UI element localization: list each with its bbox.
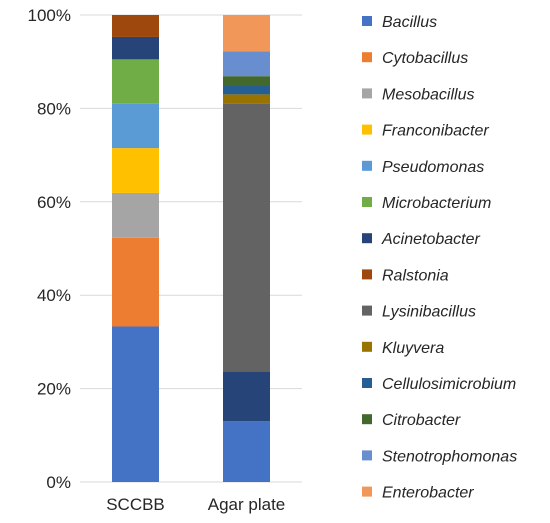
- legend-item: Cellulosimicrobium: [362, 376, 516, 393]
- bar-segment: [223, 421, 270, 482]
- legend-swatch: [362, 450, 372, 461]
- y-tick-label: 60%: [37, 193, 71, 212]
- legend-swatch: [362, 486, 372, 497]
- bar-segment: [112, 192, 159, 238]
- legend-label: Cytobacillus: [382, 50, 468, 67]
- legend-swatch: [362, 197, 372, 207]
- legend-label: Enterobacter: [382, 485, 474, 502]
- legend-swatch: [362, 88, 372, 99]
- legend-swatch: [362, 16, 372, 26]
- legend-item: Cytobacillus: [362, 50, 468, 67]
- bar-segment: [223, 371, 270, 422]
- y-axis-tick-labels: 0% 20% 40% 60% 80% 100%: [28, 6, 71, 492]
- legend-label: Cellulosimicrobium: [382, 376, 516, 393]
- legend-label: Acinetobacter: [381, 231, 481, 248]
- legend-label: Lysinibacillus: [382, 304, 476, 321]
- legend-item: Enterobacter: [362, 485, 474, 502]
- x-axis-category-labels: SCCBB Agar plate: [106, 495, 285, 514]
- legend-label: Stenotrophomonas: [382, 448, 517, 465]
- legend-swatch: [362, 52, 372, 63]
- legend-swatch: [362, 378, 372, 388]
- legend-swatch: [362, 233, 372, 244]
- legend-item: Microbacterium: [362, 195, 491, 212]
- legend-label: Microbacterium: [382, 195, 491, 212]
- bar-segment: [112, 15, 159, 37]
- bar-segment: [112, 59, 159, 104]
- bar-segment: [112, 326, 159, 482]
- legend-label: Franconibacter: [382, 123, 489, 140]
- bar-segment: [223, 15, 270, 52]
- y-tick-label: 80%: [37, 99, 71, 118]
- bars: [112, 15, 270, 482]
- bar-segment: [223, 103, 270, 372]
- legend-swatch: [362, 269, 372, 280]
- legend-item: Acinetobacter: [362, 231, 481, 248]
- y-tick-label: 100%: [28, 6, 71, 25]
- legend-item: Pseudomonas: [362, 159, 484, 176]
- y-tick-label: 0%: [46, 473, 71, 492]
- legend-swatch: [362, 305, 372, 316]
- y-tick-label: 40%: [37, 286, 71, 305]
- y-tick-label: 20%: [37, 380, 71, 399]
- bar-segment: [223, 76, 270, 86]
- bar-segment: [112, 103, 159, 149]
- bar-segment: [223, 94, 270, 104]
- legend-item: Stenotrophomonas: [362, 448, 517, 465]
- legend-swatch: [362, 414, 372, 425]
- legend-item: Franconibacter: [362, 123, 489, 140]
- x-category-label: SCCBB: [106, 495, 165, 514]
- legend-label: Kluyvera: [382, 340, 444, 357]
- bar-segment: [112, 237, 159, 327]
- legend-item: Bacillus: [362, 14, 437, 31]
- legend-swatch: [362, 341, 372, 352]
- legend-item: Ralstonia: [362, 267, 449, 284]
- bar-segment: [223, 51, 270, 77]
- legend-item: Lysinibacillus: [362, 304, 476, 321]
- legend-swatch: [362, 160, 372, 171]
- legend-swatch: [362, 124, 372, 135]
- legend-item: Citrobacter: [362, 412, 461, 429]
- legend-label: Mesobacillus: [382, 86, 474, 103]
- legend-label: Bacillus: [382, 14, 437, 31]
- x-category-label: Agar plate: [208, 495, 286, 514]
- legend-label: Ralstonia: [382, 267, 449, 284]
- bar-segment: [112, 36, 159, 60]
- legend: Bacillus Cytobacillus Mesobacillus Franconi…: [362, 14, 517, 502]
- bar-segment: [112, 148, 159, 193]
- legend-item: Mesobacillus: [362, 86, 474, 103]
- legend-label: Pseudomonas: [382, 159, 484, 176]
- legend-item: Kluyvera: [362, 340, 444, 357]
- bar-segment: [223, 85, 270, 95]
- legend-label: Citrobacter: [382, 412, 461, 429]
